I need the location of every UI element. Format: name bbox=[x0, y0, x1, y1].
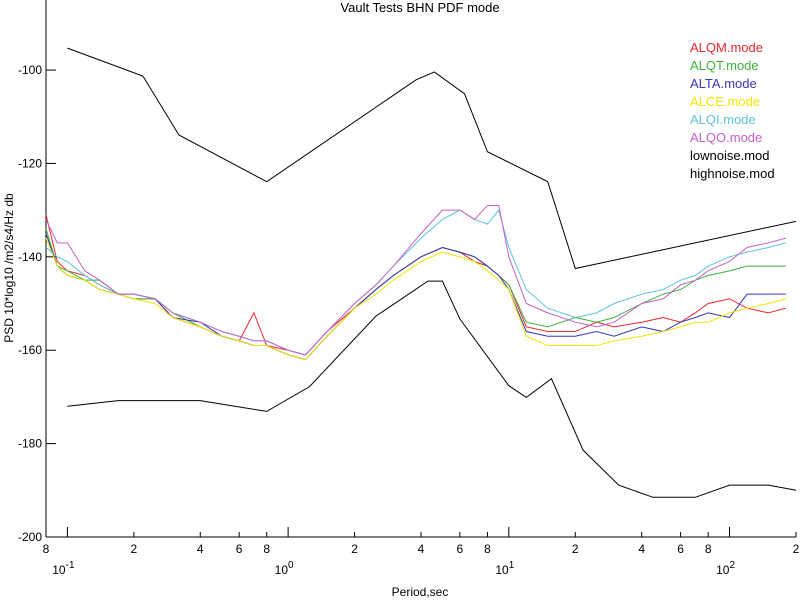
y-tick-label: -100 bbox=[18, 63, 42, 77]
y-tick-label: -140 bbox=[18, 250, 42, 264]
x-tick-label: 8 bbox=[705, 542, 712, 556]
x-tick-label: 6 bbox=[677, 542, 684, 556]
x-tick-label: 4 bbox=[197, 542, 204, 556]
chart-title: Vault Tests BHN PDF mode bbox=[340, 0, 499, 15]
series-line bbox=[45, 204, 787, 356]
legend-entry: ALQM.mode bbox=[690, 40, 763, 55]
y-tick-label: -160 bbox=[18, 343, 42, 357]
x-tick-label: 8 bbox=[484, 542, 491, 556]
legend-entry: highnoise.mod bbox=[690, 166, 775, 181]
y-axis-label: PSD 10*log10 /m2/s4/Hz db bbox=[2, 193, 16, 343]
x-tick-base: 10 bbox=[52, 563, 66, 577]
x-axis-label: Period,sec bbox=[392, 585, 449, 599]
x-tick-label: 6 bbox=[236, 542, 243, 556]
x-tick-label: 102 bbox=[716, 560, 735, 577]
x-tick-exponent: 0 bbox=[288, 560, 294, 571]
x-tick-label: 8 bbox=[43, 542, 50, 556]
x-tick-label: 2 bbox=[351, 542, 358, 556]
x-tick-base: 10 bbox=[275, 563, 289, 577]
legend-entry: ALTA.mode bbox=[690, 76, 757, 91]
x-tick-exponent: -1 bbox=[66, 560, 75, 571]
legend-entry: ALQO.mode bbox=[690, 130, 762, 145]
x-tick-base: 10 bbox=[495, 563, 509, 577]
x-tick-label: 8 bbox=[263, 542, 270, 556]
legend-entry: ALCE.mode bbox=[690, 94, 760, 109]
series-line bbox=[67, 280, 797, 498]
series-line bbox=[67, 47, 797, 270]
x-tick-label: 2 bbox=[572, 542, 579, 556]
x-tick-label: 4 bbox=[638, 542, 645, 556]
y-tick-label: -180 bbox=[18, 437, 42, 451]
legend-entry: ALQI.mode bbox=[690, 112, 756, 127]
y-tick-label: -120 bbox=[18, 156, 42, 170]
x-tick-label: 6 bbox=[457, 542, 464, 556]
x-tick-label: 2 bbox=[793, 542, 800, 556]
x-tick-exponent: 1 bbox=[509, 560, 515, 571]
x-tick-label: 4 bbox=[418, 542, 425, 556]
series-line bbox=[45, 237, 787, 361]
legend-entry: lownoise.mod bbox=[690, 148, 770, 163]
x-tick-label: 2 bbox=[130, 542, 137, 556]
x-tick-base: 10 bbox=[716, 563, 730, 577]
x-tick-label: 100 bbox=[275, 560, 294, 577]
x-tick-exponent: 2 bbox=[729, 560, 735, 571]
y-tick-label: -200 bbox=[18, 530, 42, 544]
x-tick-label: 101 bbox=[495, 560, 514, 577]
x-tick-label: 10-1 bbox=[52, 560, 75, 577]
legend-entry: ALQT.mode bbox=[690, 58, 759, 73]
